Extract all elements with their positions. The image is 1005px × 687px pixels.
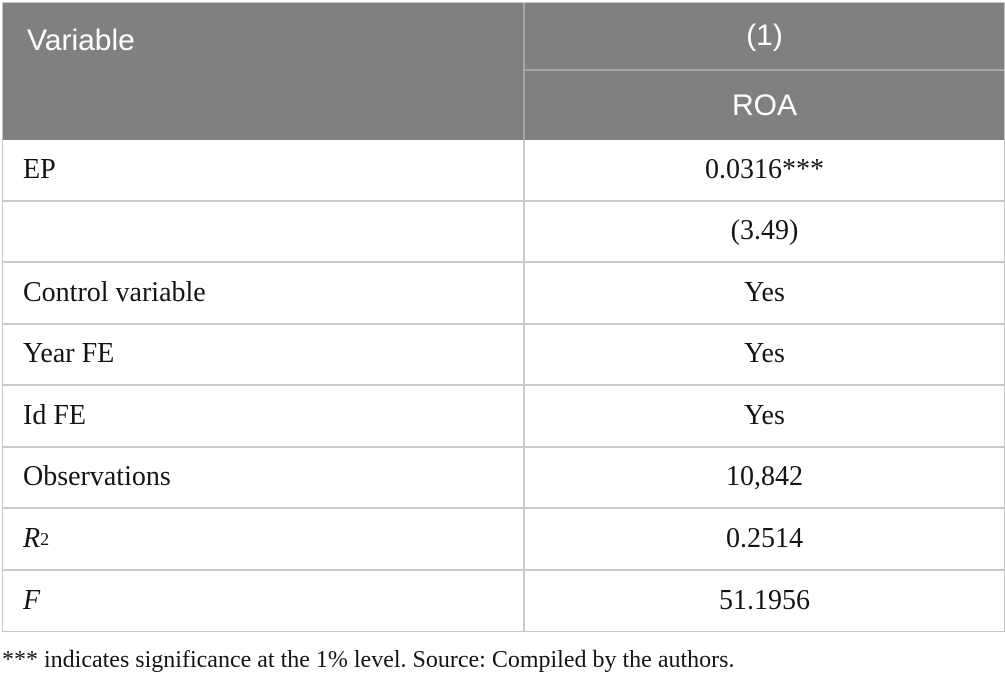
table-row-ep-tstat: (3.49) <box>3 201 1004 263</box>
row-value: Yes <box>744 399 785 431</box>
row-value: 0.0316*** <box>705 153 824 185</box>
table-footnote: *** indicates significance at the 1% lev… <box>2 647 735 673</box>
results-table: Variable (1) ROA EP 0.0316*** (3.49) Con… <box>2 2 1005 632</box>
row-label: Observations <box>3 447 525 507</box>
r-squared-symbol: R <box>23 522 41 554</box>
header-column-model-1: (1) ROA <box>525 3 1004 140</box>
row-label <box>3 201 525 261</box>
row-value: 10,842 <box>726 461 803 493</box>
header-cell-dependent-variable: ROA <box>731 88 797 122</box>
row-value: 51.1956 <box>719 584 810 616</box>
row-label: Control variable <box>3 263 525 323</box>
row-label: Id FE <box>3 386 525 446</box>
table-header: Variable (1) ROA <box>3 3 1004 140</box>
row-label: EP <box>3 140 525 200</box>
table-row-year-fe: Year FE Yes <box>3 324 1004 386</box>
table-row-observations: Observations 10,842 <box>3 447 1004 509</box>
row-value: 0.2514 <box>726 522 803 554</box>
header-cell-model-number: (1) <box>525 3 1004 71</box>
row-label: Year FE <box>3 324 525 384</box>
row-value: Yes <box>744 338 785 370</box>
table-row-id-fe: Id FE Yes <box>3 386 1004 448</box>
header-cell-variable: Variable <box>3 3 525 140</box>
table-row-ep-coefficient: EP 0.0316*** <box>3 140 1004 202</box>
table-row-control-variable: Control variable Yes <box>3 263 1004 325</box>
row-value: (3.49) <box>730 215 799 247</box>
row-value: Yes <box>744 276 785 308</box>
row-label: F <box>3 570 525 631</box>
table-body: EP 0.0316*** (3.49) Control variable Yes… <box>3 140 1004 631</box>
table-row-f-statistic: F 51.1956 <box>3 570 1004 631</box>
